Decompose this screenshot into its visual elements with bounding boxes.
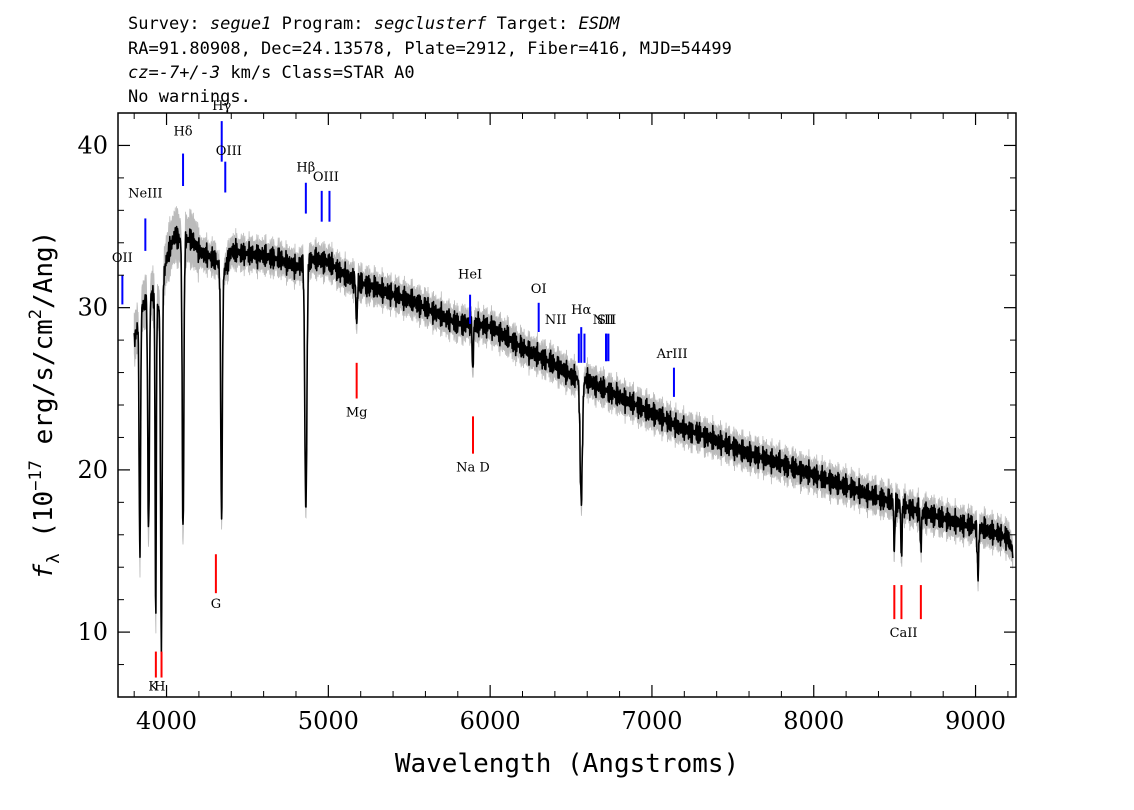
spectrum-line bbox=[133, 225, 1014, 655]
absorption-line-label: H bbox=[154, 680, 165, 695]
emission-line-label: ArIII bbox=[656, 347, 688, 362]
absorption-line-label: Mg bbox=[346, 405, 368, 420]
survey-value: segue1 bbox=[209, 14, 272, 34]
header-line-1: Survey: segue1 Program: segclusterf Targ… bbox=[128, 14, 619, 34]
absorption-line-label: CaII bbox=[890, 626, 918, 641]
x-tick-label: 8000 bbox=[783, 707, 844, 735]
x-tick-label: 5000 bbox=[298, 707, 359, 735]
program-label: Program: bbox=[281, 14, 364, 34]
emission-line-label: Hδ bbox=[173, 125, 192, 140]
plot-frame bbox=[117, 112, 1017, 698]
y-label-post: /Ang) bbox=[29, 231, 59, 309]
emission-line-label: Hβ bbox=[296, 160, 315, 175]
spectrum-layer bbox=[133, 225, 1014, 655]
y-label-mid: erg/s/cm bbox=[29, 319, 59, 460]
y-tick-label: 20 bbox=[77, 456, 108, 484]
target-label: Target: bbox=[496, 14, 569, 34]
emission-line-label: Hγ bbox=[212, 99, 231, 114]
error-band-layer bbox=[133, 206, 1014, 674]
absorption-line-label: G bbox=[211, 597, 221, 612]
line-markers-layer: OIINeIIIHδHγOIIIHβOIIIHeIOINIIHαSIINIIAr… bbox=[112, 99, 922, 695]
emission-line-label: NII bbox=[545, 313, 567, 328]
y-label-exp2: 2 bbox=[26, 309, 46, 319]
axis-ticks-layer: 4000 5000 6000 7000 8000 9000 10 20 30 40 bbox=[77, 112, 1016, 735]
x-tick-label: 6000 bbox=[460, 707, 521, 735]
y-tick-label: 30 bbox=[77, 294, 108, 322]
cz-rest: km/s Class=STAR A0 bbox=[220, 63, 415, 83]
x-tick-label: 9000 bbox=[945, 707, 1006, 735]
emission-line-label: OIII bbox=[313, 170, 339, 185]
emission-line-label: OIII bbox=[216, 144, 242, 159]
x-tick-label: 4000 bbox=[136, 707, 197, 735]
y-axis-title: fλ (10−17 erg/s/cm2/Ang) bbox=[26, 231, 64, 580]
x-axis-title: Wavelength (Angstroms) bbox=[395, 749, 739, 779]
absorption-line-label: Na D bbox=[456, 461, 490, 476]
y-label-exp: −17 bbox=[26, 460, 46, 491]
y-label-sub: λ bbox=[44, 553, 64, 563]
header-line-2: RA=91.80908, Dec=24.13578, Plate=2912, F… bbox=[128, 39, 732, 59]
x-tick-label: 7000 bbox=[621, 707, 682, 735]
program-value: segclusterf bbox=[373, 14, 487, 34]
y-label-f: f bbox=[29, 563, 59, 579]
emission-line-label: OII bbox=[112, 251, 133, 266]
header-line-4: No warnings. bbox=[128, 87, 251, 107]
y-label-pre: (10 bbox=[29, 491, 59, 554]
error-band bbox=[133, 206, 1014, 674]
y-tick-label: 10 bbox=[77, 618, 108, 646]
absorption-line-label: K bbox=[148, 680, 158, 695]
emission-line-label: NII bbox=[593, 313, 615, 328]
emission-line-label: NeIII bbox=[128, 186, 162, 201]
emission-line-label: OI bbox=[531, 282, 547, 297]
target-value: ESDM bbox=[578, 14, 620, 34]
emission-line-label: SII bbox=[597, 313, 616, 328]
cz-label: cz bbox=[128, 63, 149, 83]
emission-line-label: Hα bbox=[571, 303, 591, 318]
emission-line-label: HeI bbox=[458, 267, 482, 282]
y-tick-label: 40 bbox=[77, 131, 108, 159]
header-line-3: cz=-7+/-3 km/s Class=STAR A0 bbox=[128, 63, 415, 83]
cz-value: =-7+/-3 bbox=[148, 63, 221, 83]
survey-label: Survey: bbox=[128, 14, 200, 34]
